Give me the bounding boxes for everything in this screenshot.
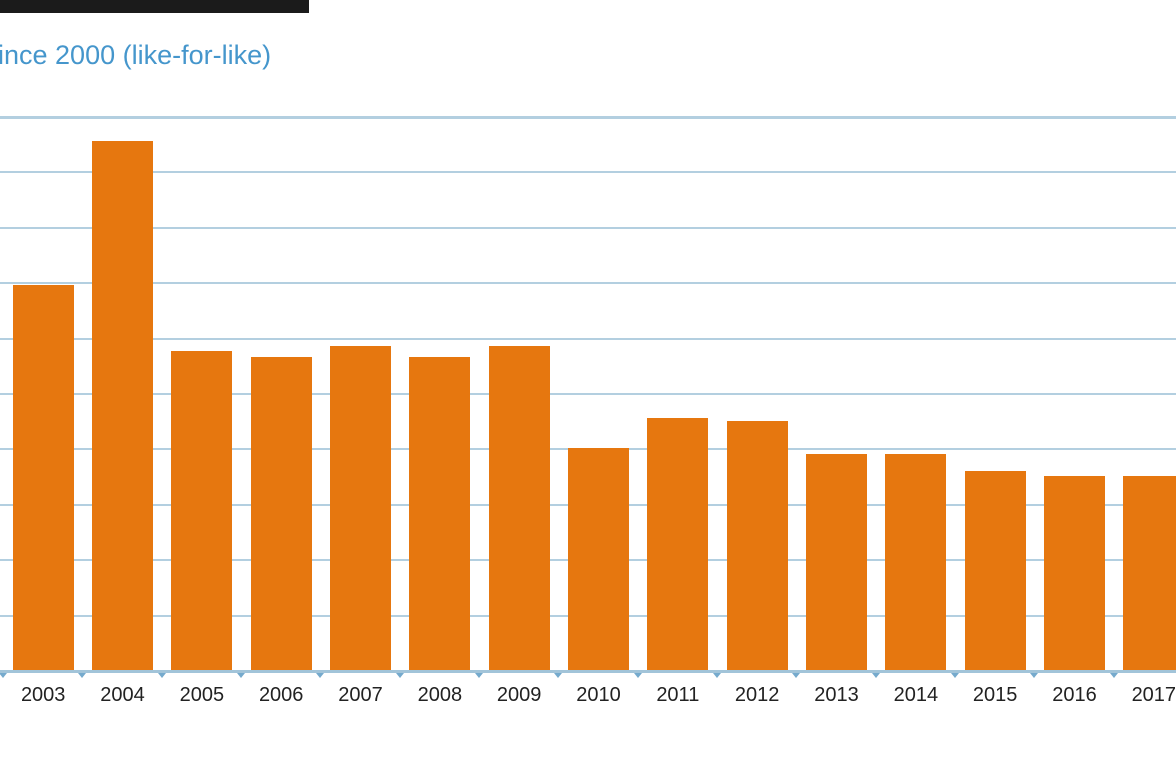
bar-2008 (409, 356, 471, 670)
gridline (0, 282, 1176, 285)
x-axis-label-2016: 2016 (1052, 684, 1097, 706)
bar-2013 (806, 453, 867, 670)
gridline (0, 393, 1176, 395)
bar-2005 (171, 351, 233, 670)
x-axis-label-2005: 2005 (179, 684, 225, 706)
bar-2016 (1043, 476, 1105, 670)
gridline (0, 171, 1176, 174)
bar-2017 (1123, 476, 1176, 670)
x-axis-tick (633, 673, 642, 678)
x-axis-line (0, 670, 1176, 673)
bar-2012 (726, 420, 788, 670)
x-axis-label-2003: 2003 (20, 684, 66, 706)
x-axis-label-2015: 2015 (972, 684, 1018, 706)
gridline (0, 226, 1176, 229)
x-axis-label-2011: 2011 (656, 684, 700, 706)
x-axis-label-2004: 2004 (100, 684, 145, 706)
bar-2003 (12, 284, 74, 670)
x-axis-tick (1109, 673, 1118, 678)
x-axis-tick (157, 673, 166, 678)
bar-2007 (330, 345, 392, 670)
x-axis-tick (78, 673, 87, 678)
x-axis-label-2007: 2007 (338, 684, 383, 706)
x-axis-tick (871, 673, 880, 678)
gridline (0, 337, 1176, 340)
bar-2010 (568, 448, 629, 670)
x-axis-tick (554, 673, 563, 678)
x-axis-tick (713, 673, 721, 678)
x-axis-label-2006: 2006 (258, 684, 304, 706)
x-axis-label-2013: 2013 (814, 684, 859, 706)
x-axis-tick (316, 673, 325, 678)
chart-subtitle: ince 2000 (like-for-like) (0, 40, 272, 70)
x-axis-tick (395, 673, 404, 678)
gridline (0, 116, 1176, 119)
x-axis-tick (475, 673, 483, 678)
x-axis-tick (950, 673, 959, 678)
x-axis-tick (1030, 673, 1039, 678)
cropped-heading-text (0, 0, 309, 13)
bar-2006 (250, 356, 312, 670)
x-axis-tick (0, 673, 8, 678)
x-axis-label-2010: 2010 (576, 684, 621, 706)
bar-2009 (488, 345, 550, 670)
bar-2015 (964, 470, 1026, 670)
x-axis-label-2017: 2017 (1131, 684, 1176, 706)
x-axis-label-2012: 2012 (734, 684, 780, 706)
bar-2014 (885, 453, 947, 670)
x-axis-label-2008: 2008 (417, 684, 463, 706)
x-axis-label-2014: 2014 (893, 684, 939, 706)
bar-2011 (647, 417, 709, 670)
x-axis-tick (237, 673, 246, 678)
bar-2004 (92, 140, 154, 670)
x-axis-label-2009: 2009 (496, 684, 542, 706)
x-axis-tick (792, 673, 801, 678)
